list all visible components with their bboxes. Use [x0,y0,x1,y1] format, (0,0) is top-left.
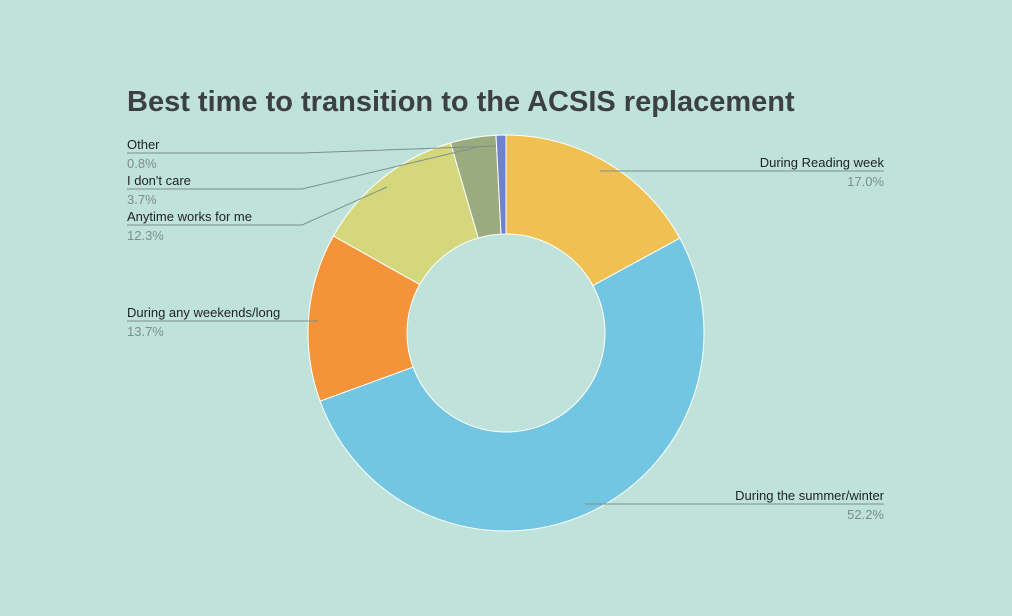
leader-line-i-don-t-care [127,146,479,190]
chart-title: Best time to transition to the ACSIS rep… [127,86,795,118]
leader-line-other [127,145,497,154]
slice-other [495,134,507,235]
leader-lines [127,145,884,505]
label-during-reading-week: During Reading week [760,155,885,170]
label-other: Other [127,137,160,152]
label-anytime-works-for-me: Anytime works for me [127,209,252,224]
value-label-i-don-t-care: 3.7% [127,192,157,207]
value-label-during-reading-week: 17.0% [847,174,884,189]
leader-line-anytime-works-for-me [127,186,388,226]
value-label-anytime-works-for-me: 12.3% [127,228,164,243]
slice-during-the-summer-winter [319,237,705,532]
slice-labels: During Reading week 17.0% During the summe… [127,137,885,522]
label-i-don-t-care: I don't care [127,173,191,188]
label-during-the-summer-winter: During the summer/winter [735,488,884,503]
value-label-during-the-summer-winter: 52.2% [847,507,884,522]
value-label-during-any-weekends-long: 13.7% [127,324,164,339]
value-label-other: 0.8% [127,156,157,171]
donut-slices [307,134,705,532]
slice-during-reading-week [505,134,681,287]
label-during-any-weekends-long: During any weekends/long [127,305,280,320]
